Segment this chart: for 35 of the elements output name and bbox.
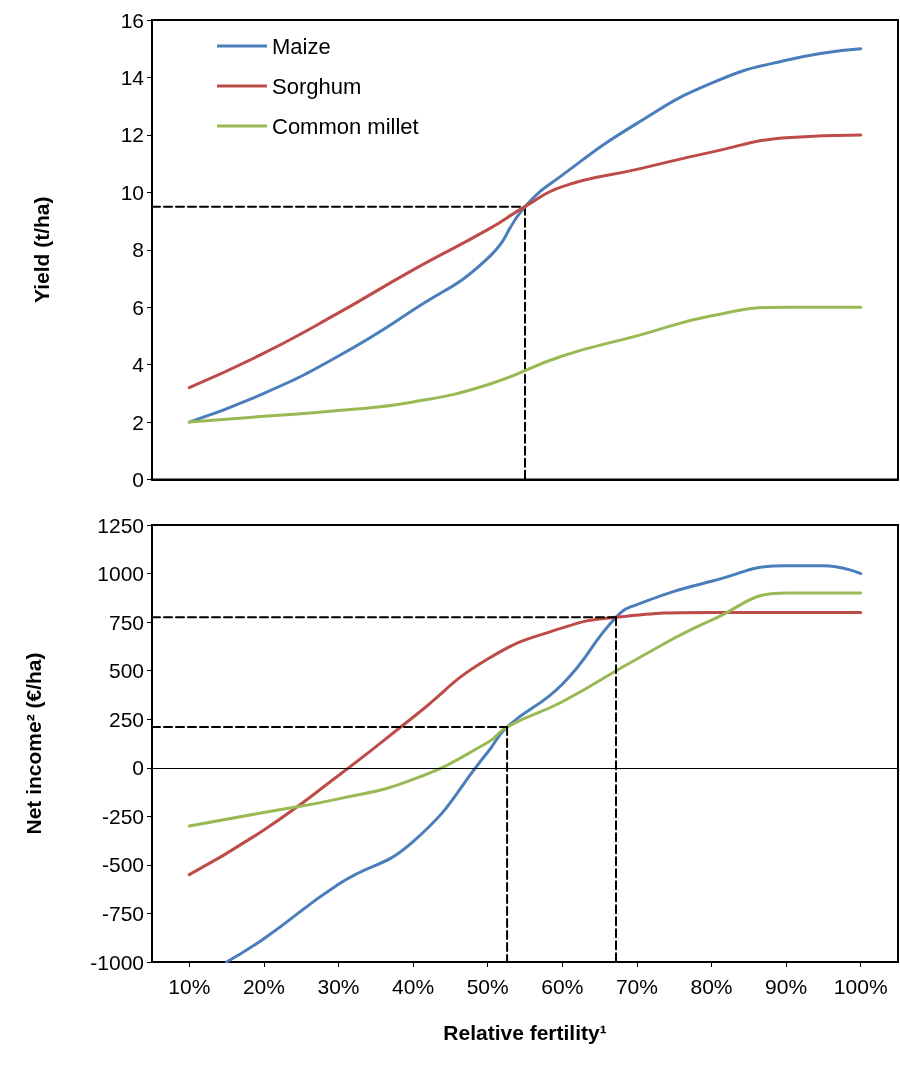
legend-label: Common millet: [272, 113, 419, 139]
y-tick-label: -1000: [90, 950, 144, 974]
legend-label: Maize: [272, 33, 331, 59]
y-tick-label: -750: [101, 901, 144, 925]
y-tick-label: 6: [132, 295, 144, 319]
y-tick-label: 4: [132, 353, 145, 377]
x-tick-label: 40%: [392, 975, 435, 998]
x-axis-title: Relative fertility¹: [443, 1021, 607, 1044]
y-tick-label: 2: [132, 410, 144, 434]
y-axis-title: Yield (t/ha): [30, 196, 53, 304]
y-tick-label: 750: [108, 610, 144, 634]
y-tick-label: 16: [120, 8, 144, 32]
legend-label: Sorghum: [272, 73, 362, 99]
x-tick-label: 60%: [541, 975, 584, 998]
x-tick-label: 20%: [242, 975, 285, 998]
x-tick-label: 50%: [466, 975, 509, 998]
y-tick-label: 14: [120, 65, 145, 89]
y-tick-label: 500: [108, 659, 144, 683]
x-tick-label: 10%: [168, 975, 211, 998]
y-tick-label: -500: [101, 853, 144, 877]
y-tick-label: 0: [132, 756, 144, 780]
y-tick-label: -250: [101, 804, 144, 828]
x-tick-label: 100%: [833, 975, 888, 998]
y-tick-label: 1250: [97, 513, 144, 537]
x-tick-label: 80%: [690, 975, 733, 998]
y-tick-label: 10: [120, 180, 144, 204]
x-tick-label: 70%: [615, 975, 658, 998]
x-tick-label: 90%: [765, 975, 808, 998]
y-axis-title: Net income² (€/ha): [22, 652, 45, 835]
y-tick-label: 8: [132, 238, 144, 262]
x-tick-label: 30%: [317, 975, 360, 998]
y-tick-label: 12: [120, 123, 144, 147]
y-tick-label: 250: [108, 707, 144, 731]
y-tick-label: 0: [132, 468, 144, 491]
y-tick-label: 1000: [97, 562, 144, 586]
